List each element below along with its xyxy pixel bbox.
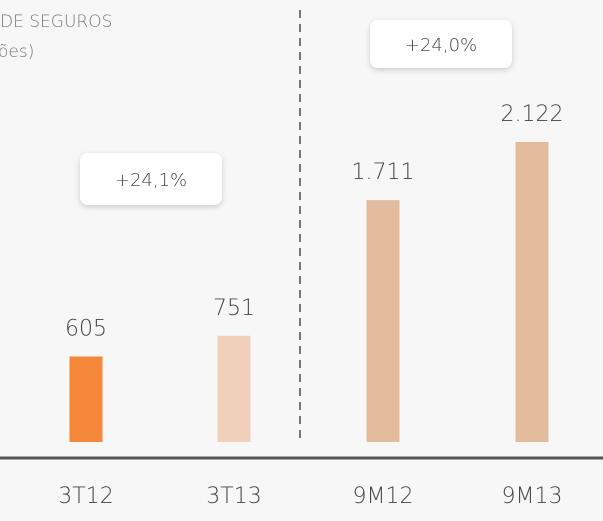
annotation-box bbox=[80, 153, 222, 205]
bar bbox=[515, 142, 549, 442]
bar bbox=[69, 356, 103, 442]
chart-subtitle: ões) bbox=[0, 42, 34, 62]
annotation: +24,0% bbox=[405, 35, 477, 56]
annotation-box bbox=[370, 20, 512, 68]
value-label: 1.711 bbox=[352, 160, 415, 185]
x-tick-label: 9M13 bbox=[502, 484, 563, 509]
value-label: 605 bbox=[65, 316, 107, 341]
x-tick-label: 3T13 bbox=[206, 484, 261, 509]
bar bbox=[366, 200, 400, 442]
x-tick-label: 9M12 bbox=[353, 484, 414, 509]
value-label: 2.122 bbox=[501, 102, 564, 127]
value-label: 751 bbox=[213, 296, 255, 321]
annotation: +24,1% bbox=[115, 170, 187, 191]
bar bbox=[217, 335, 251, 442]
x-tick-label: 3T12 bbox=[58, 484, 113, 509]
chart-title: DE SEGUROS bbox=[0, 12, 112, 32]
